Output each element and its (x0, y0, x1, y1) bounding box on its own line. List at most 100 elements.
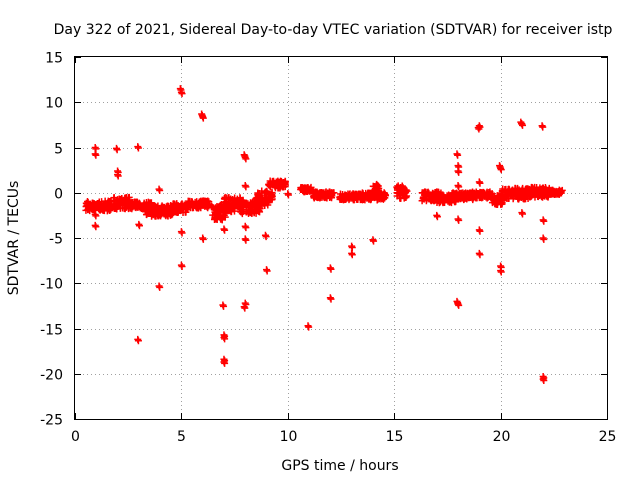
data-point (195, 198, 203, 206)
data-point (476, 251, 484, 259)
data-point (273, 181, 281, 189)
data-point (381, 190, 389, 198)
data-point (433, 213, 441, 221)
data-point (242, 236, 250, 244)
x-tick-label: 10 (280, 429, 298, 445)
data-point (535, 191, 543, 199)
data-point (519, 210, 527, 218)
data-point (116, 204, 124, 212)
data-point (380, 190, 388, 198)
data-point (478, 189, 486, 197)
data-point (312, 189, 320, 197)
y-tick-label: -15 (40, 323, 63, 339)
data-point (162, 212, 170, 220)
data-point (326, 192, 334, 200)
data-point (222, 199, 230, 207)
data-point (199, 235, 207, 243)
data-point (252, 198, 260, 206)
data-point (434, 193, 442, 201)
data-point (497, 199, 505, 207)
data-point (454, 151, 462, 159)
data-point (261, 193, 269, 201)
data-point (528, 187, 536, 195)
data-point (329, 189, 337, 197)
data-point (316, 190, 324, 198)
data-point (199, 114, 207, 122)
data-point (493, 192, 501, 200)
x-tick-label: 20 (493, 429, 511, 445)
data-point (201, 197, 209, 205)
data-point (497, 166, 505, 174)
data-point (510, 189, 518, 197)
y-tick-label: -25 (40, 413, 63, 429)
data-point (178, 90, 186, 98)
data-point (300, 185, 308, 193)
data-point (156, 283, 164, 291)
data-point (154, 202, 162, 210)
data-point (214, 212, 222, 220)
data-point (370, 237, 378, 245)
data-point (449, 194, 457, 202)
data-point (92, 151, 100, 159)
data-point (348, 251, 356, 259)
chart-title: Day 322 of 2021, Sidereal Day-to-day VTE… (54, 22, 613, 38)
data-point (263, 267, 271, 275)
data-point (114, 172, 122, 180)
data-point (540, 377, 548, 385)
data-point (458, 191, 466, 199)
data-point (306, 185, 314, 193)
y-tick-label: 15 (45, 51, 63, 67)
axis-ticks: 0 5 10 15 20 25 -25 -20 -15 -10 -5 0 5 10 15 (40, 51, 616, 446)
data-point (178, 229, 186, 237)
data-point (227, 202, 235, 210)
data-point (223, 206, 231, 214)
data-point (317, 193, 325, 201)
data-point (438, 195, 446, 203)
data-point (469, 188, 477, 196)
x-tick-label: 15 (386, 429, 404, 445)
data-point (221, 226, 229, 234)
data-point (455, 301, 463, 309)
data-point (476, 179, 484, 187)
data-point (254, 189, 262, 197)
data-point (221, 359, 229, 367)
data-point (543, 192, 551, 200)
data-point (178, 263, 186, 271)
x-tick-label: 5 (177, 429, 186, 445)
data-point (116, 200, 124, 208)
data-point (519, 121, 527, 129)
data-point (264, 197, 272, 205)
data-point (230, 197, 238, 205)
y-tick-label: 0 (54, 187, 63, 203)
data-point (540, 185, 548, 193)
data-point (148, 203, 156, 211)
data-points (82, 85, 566, 385)
data-point (238, 198, 246, 206)
data-point (241, 304, 249, 312)
data-point (497, 268, 505, 276)
y-tick-label: -20 (40, 368, 63, 384)
data-point (338, 193, 346, 201)
data-point (242, 183, 250, 191)
data-point (499, 187, 507, 195)
data-point (132, 198, 140, 206)
data-point (231, 204, 239, 212)
data-point (242, 224, 250, 232)
data-point (375, 184, 383, 192)
data-point (155, 212, 163, 220)
data-point (96, 205, 104, 213)
data-point (128, 202, 136, 210)
data-point (92, 212, 100, 220)
grid (75, 57, 607, 419)
data-point (247, 203, 255, 211)
data-point (262, 233, 270, 241)
data-point (491, 196, 499, 204)
data-point (211, 205, 219, 213)
data-point (173, 205, 181, 213)
data-point (134, 144, 142, 152)
x-axis-label: GPS time / hours (281, 458, 398, 474)
y-tick-label: 5 (54, 142, 63, 158)
data-point (348, 244, 356, 252)
data-point (527, 193, 535, 201)
